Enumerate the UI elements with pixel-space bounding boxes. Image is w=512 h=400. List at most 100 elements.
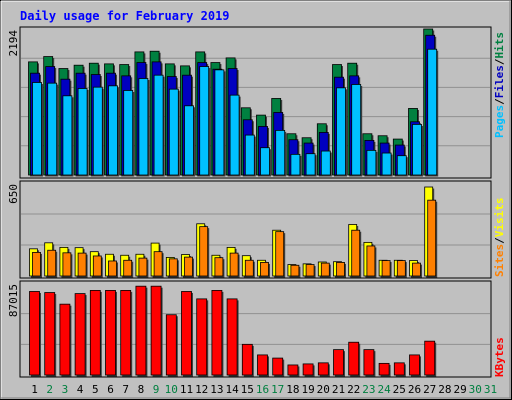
day-label: 17 (271, 383, 284, 396)
kbytes-bar (29, 291, 40, 376)
sites-bar (381, 260, 391, 277)
sites-bar (199, 226, 209, 277)
top-legend-entry: Hits (493, 32, 506, 59)
day-label: 9 (153, 383, 160, 396)
kbytes-bar (302, 363, 314, 376)
kbytes-bar (272, 357, 284, 376)
bars-layer (28, 28, 439, 377)
sites-bar (123, 259, 133, 277)
kbytes-bar (44, 292, 56, 376)
day-label: 21 (332, 383, 345, 396)
day-label: 30 (469, 383, 482, 396)
kbytes-bar (211, 290, 223, 376)
day-label: 6 (107, 383, 114, 396)
kbytes-bar (424, 340, 436, 376)
top-legend-entry: / (493, 58, 506, 65)
day-label: 20 (317, 383, 330, 396)
kbytes-bar (105, 290, 116, 376)
top-legend-entry: Files (493, 65, 506, 98)
kbytes-bar (333, 349, 344, 376)
pages-bar (351, 84, 362, 176)
middle-legend-entry: / (493, 237, 506, 244)
day-label: 2 (46, 383, 53, 396)
day-label: 23 (362, 383, 375, 396)
sites-bar (275, 231, 285, 277)
middle-legend: Sites/Visits (493, 198, 506, 278)
pages-bar (366, 149, 377, 176)
sites-bar (427, 199, 437, 277)
kbytes-bar (363, 349, 375, 376)
sites-bar (214, 257, 224, 277)
middle-legend-entry: Sites (493, 244, 506, 277)
day-label: 25 (393, 383, 406, 396)
kbytes-bar (409, 354, 420, 376)
kbytes-bar (287, 364, 299, 376)
sites-bar (47, 249, 57, 277)
sites-bar (305, 264, 315, 277)
chart-title: Daily usage for February 2019 (20, 9, 230, 23)
sites-bar (260, 262, 269, 277)
sites-bar (77, 252, 87, 277)
kbytes-bar (120, 290, 132, 376)
day-label: 5 (92, 383, 99, 396)
pages-bar (260, 147, 270, 176)
kbytes-bar (257, 354, 268, 376)
pages-bar (32, 82, 42, 176)
pages-bar (138, 78, 149, 176)
kbytes-bar (59, 303, 71, 376)
day-label: 12 (195, 383, 208, 396)
pages-bar (275, 130, 286, 176)
day-label: 24 (377, 383, 391, 396)
kbytes-bar (348, 341, 360, 376)
pages-bar (92, 86, 103, 176)
top-legend-entry: Pages (493, 105, 506, 138)
middle-ymax-label: 650 (7, 184, 20, 204)
kbytes-bar (226, 298, 238, 376)
pages-bar (336, 87, 346, 176)
middle-legend-entry: Visits (493, 198, 506, 238)
day-label: 11 (180, 383, 193, 396)
day-label: 14 (225, 383, 239, 396)
sites-bar (138, 257, 148, 277)
top-legend-entry: / (493, 98, 506, 105)
day-label: 7 (122, 383, 129, 396)
sites-bar (396, 260, 406, 277)
pages-bar (47, 82, 58, 176)
kbytes-bar (74, 293, 86, 376)
kbytes-bar (378, 362, 390, 376)
day-label: 3 (62, 383, 69, 396)
sites-bar (32, 251, 41, 277)
kbytes-bar (317, 362, 329, 376)
labels-layer: 2194Pages/Files/Hits650Sites/Visits87015… (7, 30, 506, 396)
kbytes-bar (393, 362, 405, 376)
sites-bar (290, 264, 300, 277)
bottom-ymax-label: 87015 (7, 284, 20, 317)
pages-bar (396, 155, 407, 176)
day-label: 18 (286, 383, 299, 396)
day-label: 19 (301, 383, 314, 396)
day-label: 22 (347, 383, 360, 396)
sites-bar (336, 262, 345, 277)
pages-bar (77, 88, 88, 176)
pages-bar (381, 152, 392, 176)
sites-bar (168, 258, 178, 277)
day-label: 31 (484, 383, 497, 396)
top-legend: Pages/Files/Hits (493, 32, 506, 138)
day-label: 29 (453, 383, 466, 396)
pages-bar (305, 153, 316, 176)
kbytes-bar (135, 285, 147, 376)
day-label: 26 (408, 383, 421, 396)
pages-bar (412, 124, 422, 176)
kbytes-bar (241, 343, 253, 376)
pages-bar (244, 134, 255, 176)
sites-bar (108, 260, 117, 277)
top-ymax-label: 2194 (7, 30, 20, 57)
sites-bar (366, 245, 376, 277)
pages-bar (214, 69, 225, 176)
day-label: 1 (31, 383, 38, 396)
day-label: 4 (77, 383, 84, 396)
kbytes-bar (150, 285, 162, 376)
sites-bar (412, 262, 421, 277)
